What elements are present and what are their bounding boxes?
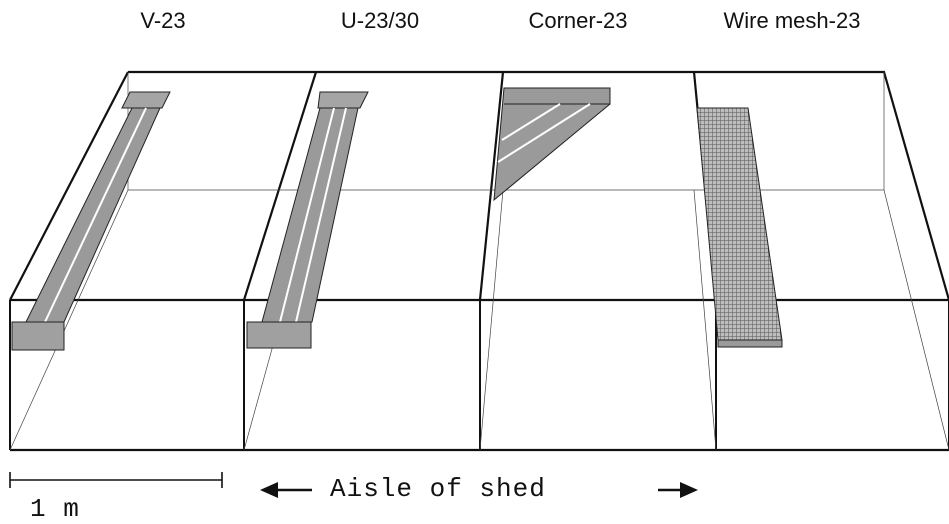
- trough-v23: [11, 91, 171, 351]
- wire-mesh-floor: [696, 107, 783, 348]
- scale-bar-label: 1 m: [30, 494, 80, 524]
- left-arrow-icon: [260, 482, 312, 498]
- pen-label-u23-30: U-23/30: [340, 8, 420, 33]
- right-arrow-icon: [658, 482, 698, 498]
- pen-label-corner23: Corner-23: [528, 8, 628, 33]
- pen-label-v23: V-23: [140, 8, 186, 33]
- pen-label-wire-mesh23: Wire mesh-23: [723, 8, 861, 33]
- trough-corner23: [493, 87, 611, 202]
- aisle-label: Aisle of shed: [330, 474, 546, 504]
- trough-u23-30: [246, 91, 369, 349]
- scale-bar: [9, 472, 223, 488]
